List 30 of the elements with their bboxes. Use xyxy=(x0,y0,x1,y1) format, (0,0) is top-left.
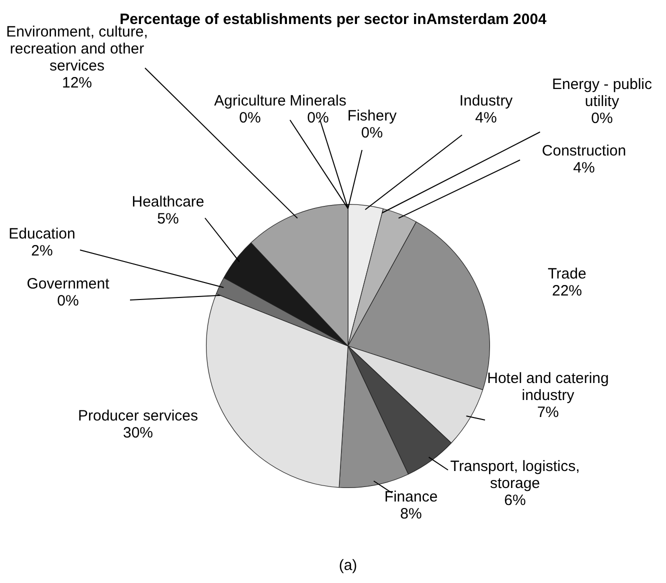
slice-label: Industry xyxy=(459,92,514,110)
slice-label: Construction xyxy=(542,142,626,160)
category-label: Minerals xyxy=(290,92,346,110)
slice-label: Education xyxy=(8,226,76,243)
data-label: 7% xyxy=(537,404,559,422)
data-label: 6% xyxy=(504,492,526,510)
slice-label: Hotel and catering industry xyxy=(487,370,609,404)
text: 0% xyxy=(361,124,383,142)
category-label: Government xyxy=(26,276,110,293)
text: 0% xyxy=(57,292,79,310)
data-label: 22% xyxy=(552,282,582,300)
data-label: 4% xyxy=(573,160,595,177)
slice-label: Trade xyxy=(548,266,586,283)
data-label: 12% xyxy=(62,74,92,92)
data-label: 2% xyxy=(31,242,53,260)
slice-label: Transport, logistics, storage xyxy=(450,458,580,492)
text: 0% xyxy=(591,110,613,128)
category-label: Agriculture xyxy=(214,92,286,110)
category-label: Energy - public utility xyxy=(552,76,652,110)
data-label: 30% xyxy=(122,424,154,442)
data-label: 8% xyxy=(400,506,422,523)
data-label: 5% xyxy=(157,210,179,228)
data-label: 4% xyxy=(475,110,497,127)
category-label: Fishery xyxy=(347,108,397,125)
slice-label: Healthcare xyxy=(132,194,204,211)
slice-label: Finance xyxy=(384,488,438,506)
text: 0% xyxy=(239,110,261,127)
slice-label: Producer services xyxy=(78,408,198,425)
text: (a) xyxy=(338,557,358,574)
text: 0% xyxy=(307,110,329,127)
